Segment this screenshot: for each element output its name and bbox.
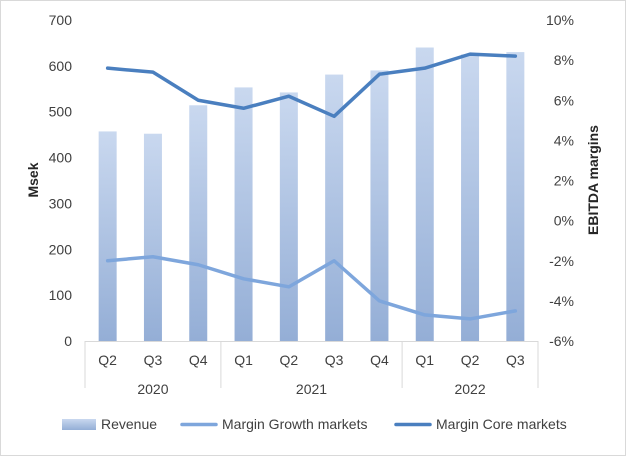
legend: Revenue Margin Growth markets Margin Cor… [62,416,567,432]
legend-swatch-revenue [62,419,96,430]
x-tick-4: Q2 [280,352,299,368]
legend-label-growth: Margin Growth markets [222,416,367,432]
y-axis-left: 0 100 200 300 400 500 600 700 [49,12,73,349]
x-tick-2: Q4 [189,352,208,368]
line-margin-core [105,52,518,119]
bar-revenue-3 [234,87,253,341]
y-tick-right-8: 10% [546,12,574,28]
y-tick-left-0: 0 [64,333,72,349]
y-tick-left-400: 400 [49,150,73,166]
bar-revenue-2 [189,105,208,341]
bar-revenue-0 [98,131,117,341]
x-tick-1: Q3 [144,352,163,368]
bar-revenue-5 [325,74,344,341]
bar-revenue-7 [415,47,434,341]
y-tick-right-6: 6% [554,92,574,108]
bar-revenue-1 [143,133,162,341]
margin-lines [105,52,518,321]
y-tick-right-2: -2% [549,253,574,269]
y-axis-title-right: EBITDA margins [585,125,601,235]
x-tick-0: Q2 [98,352,117,368]
revenue-bars [98,47,525,341]
line-margin-growth [105,254,518,321]
y-tick-right-1: -4% [549,293,574,309]
bar-revenue-4 [279,92,298,341]
y-tick-right-4: 2% [554,173,574,189]
y-tick-left-600: 600 [49,58,73,74]
x-group-label-2022: 2022 [454,381,485,397]
y-tick-left-100: 100 [49,287,73,303]
legend-label-core: Margin Core markets [436,416,567,432]
legend-label-revenue: Revenue [101,416,157,432]
x-tick-8: Q2 [461,352,480,368]
x-tick-9: Q3 [506,352,525,368]
y-tick-right-5: 4% [554,132,574,148]
y-tick-right-7: 8% [554,52,574,68]
bar-revenue-8 [461,54,480,341]
x-tick-7: Q1 [415,352,434,368]
bar-revenue-6 [370,70,389,341]
y-axis-title-left: Msek [25,162,41,197]
y-axis-right: -6% -4% -2% 0% 2% 4% 6% 8% 10% [546,12,574,349]
y-tick-right-0: -6% [549,333,574,349]
x-group-label-2020: 2020 [137,381,168,397]
y-tick-left-200: 200 [49,241,73,257]
x-group-label-2021: 2021 [296,381,327,397]
y-tick-left-700: 700 [49,12,73,28]
y-tick-left-300: 300 [49,195,73,211]
x-tick-5: Q3 [325,352,344,368]
y-tick-right-3: 0% [554,213,574,229]
y-tick-left-500: 500 [49,104,73,120]
x-axis: Q2 Q3 Q4 Q1 Q2 Q3 Q4 Q1 Q2 Q3 2020 2021 2022 [84,341,539,397]
bar-revenue-9 [506,52,525,341]
x-tick-6: Q4 [370,352,389,368]
x-tick-3: Q1 [234,352,253,368]
